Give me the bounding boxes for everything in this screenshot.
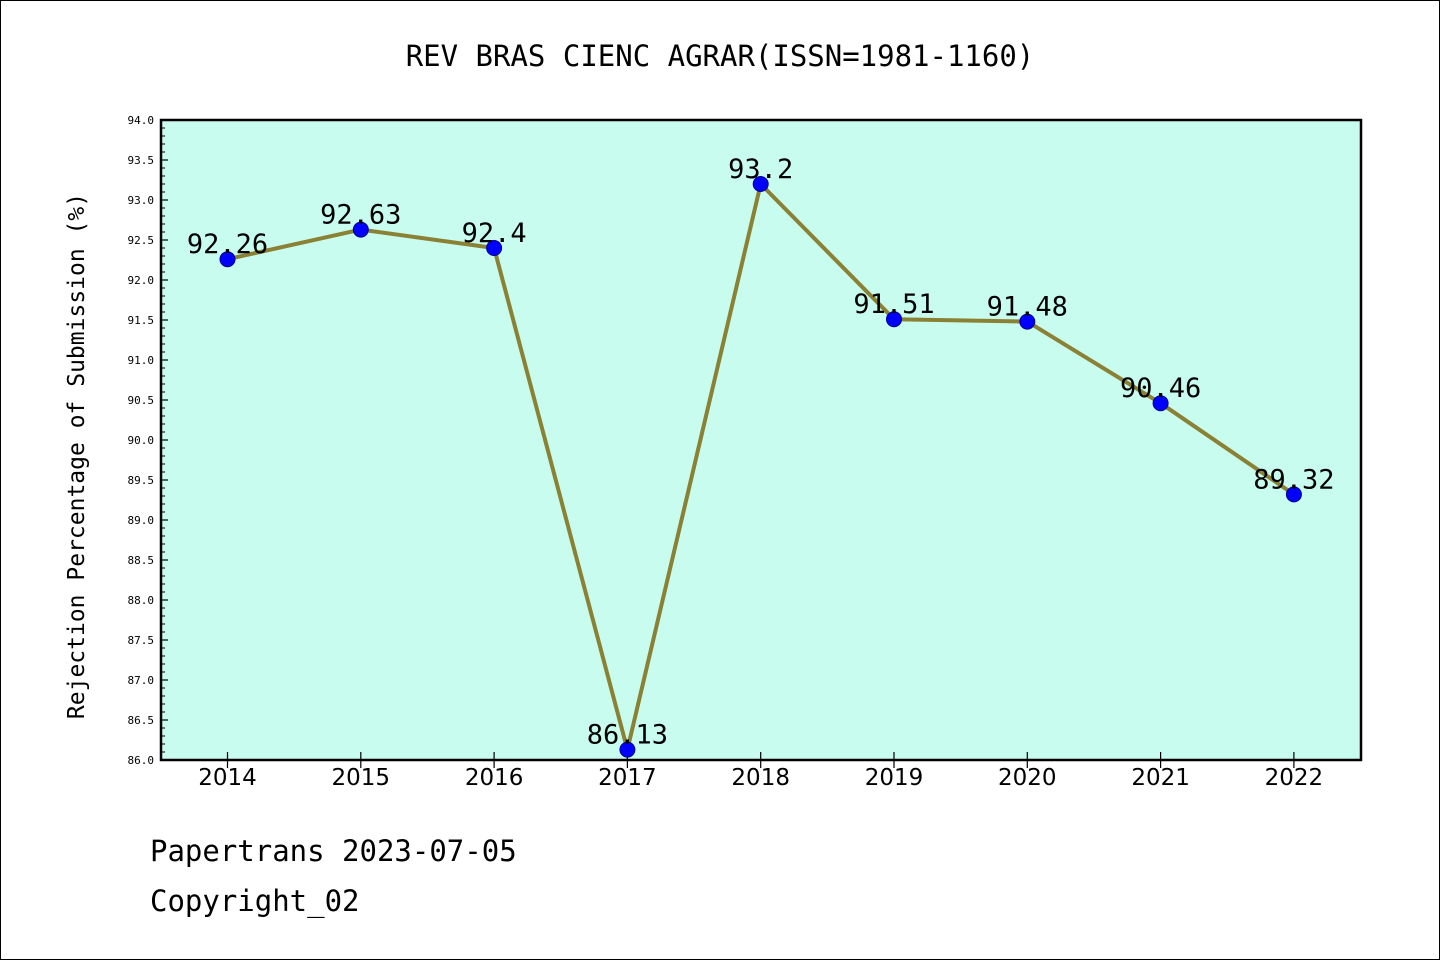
y-tick-label: 93.5: [128, 154, 155, 167]
x-tick-label: 2022: [1265, 765, 1324, 791]
data-label: 86.13: [587, 720, 668, 751]
y-axis-label: Rejection Percentage of Submission (%): [64, 193, 90, 719]
y-tick-label: 94.0: [128, 114, 155, 127]
x-tick-label: 2016: [465, 765, 524, 791]
y-tick-label: 92.0: [128, 274, 155, 287]
data-label: 91.48: [987, 292, 1068, 323]
data-label: 92.26: [187, 229, 268, 260]
data-point: [486, 240, 503, 256]
x-tick-label: 2014: [198, 765, 257, 791]
data-label: 92.4: [462, 218, 527, 249]
footer-copyright-line: Copyright_02: [150, 884, 360, 918]
y-tick-label: 86.0: [128, 754, 155, 767]
data-point: [352, 221, 369, 238]
y-tick-label: 89.0: [128, 514, 155, 527]
data-point: [886, 311, 902, 328]
footer-date-line: Papertrans 2023-07-05: [150, 834, 517, 868]
x-tick-label: 2019: [865, 765, 924, 791]
data-label: 92.63: [320, 200, 401, 231]
y-tick-label: 88.5: [128, 554, 155, 567]
series-layer: [219, 176, 1302, 758]
data-point: [1019, 313, 1036, 330]
data-labels: 92.26 92.63 92.4 86.13 93.2 91.51 91.48 90.46 89…: [187, 154, 1335, 751]
data-point: [219, 251, 236, 268]
data-point: [619, 741, 636, 758]
data-point: [1152, 395, 1169, 412]
x-tick-label: 2015: [332, 765, 391, 791]
y-tick-label: 87.0: [128, 674, 155, 687]
y-axis: 86.0 86.5 87.0 87.5 88.0 88.5 89.0 89.5 90.0 90.5…: [128, 114, 168, 767]
y-tick-label: 89.5: [128, 474, 155, 487]
y-tick-label: 90.5: [128, 394, 155, 407]
data-label: 93.2: [728, 154, 793, 185]
y-tick-label: 91.0: [128, 354, 155, 367]
x-axis: 2014 2015 2016 2017 2018 2019 2020 2021 2022: [198, 752, 1323, 791]
data-point: [1285, 486, 1302, 503]
chart-title: REV BRAS CIENC AGRAR(ISSN=1981-1160): [406, 39, 1035, 73]
y-tick-label: 93.0: [128, 194, 155, 207]
x-tick-label: 2017: [598, 765, 657, 791]
y-tick-label: 86.5: [128, 714, 155, 727]
data-point: [752, 176, 769, 192]
data-label: 90.46: [1120, 373, 1201, 404]
x-tick-label: 2020: [998, 765, 1057, 791]
y-tick-label: 88.0: [128, 594, 155, 607]
x-tick-label: 2018: [731, 765, 790, 791]
plot-border: [159, 118, 1363, 762]
y-tick-label: 91.5: [128, 314, 155, 327]
x-tick-label: 2021: [1131, 765, 1190, 791]
y-tick-label: 92.5: [128, 234, 155, 247]
data-label: 89.32: [1253, 464, 1334, 495]
y-tick-label: 90.0: [128, 434, 155, 447]
data-label: 91.51: [853, 289, 934, 320]
y-tick-label: 87.5: [128, 634, 155, 647]
